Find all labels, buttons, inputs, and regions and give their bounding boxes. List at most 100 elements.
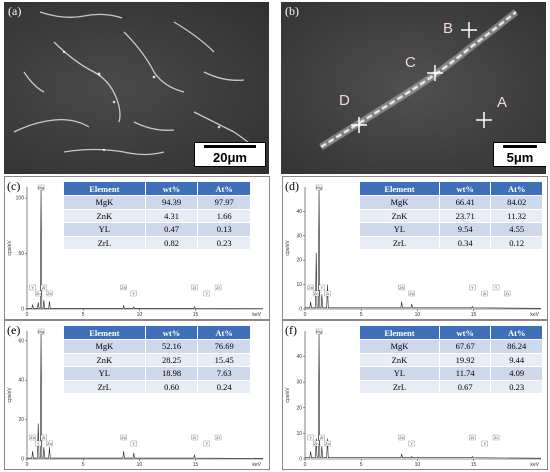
peak-label-box bbox=[29, 434, 36, 441]
y-tick-label: 50 bbox=[18, 251, 24, 257]
table-row: ZnK 4.31 1.66 bbox=[63, 208, 251, 223]
header-element: Element bbox=[63, 325, 146, 340]
peak-label-text: Zn bbox=[121, 435, 126, 440]
peak-label-box bbox=[324, 440, 331, 447]
peak-label: Zn bbox=[398, 284, 405, 291]
peak-label-text: Zn bbox=[399, 435, 404, 440]
table-row: MgK 66.41 84.02 bbox=[359, 195, 543, 210]
eds-spectrum-d: (d) 0 10 20 30 40 0 5 10 15 cps/eV keV Mg Zn Zn Y Zr Zn Z… bbox=[282, 176, 548, 320]
peak-label: Zn bbox=[324, 440, 331, 447]
peak-label: Zn bbox=[35, 290, 42, 297]
spectrum-line bbox=[305, 330, 542, 459]
x-tick-label: 15 bbox=[471, 462, 477, 468]
peak-label: Y bbox=[130, 440, 137, 447]
eds-table-f: Element wt% At% MgK 67.67 86.24 ZnK 19.92 9.44… bbox=[359, 325, 543, 394]
peak-label-box bbox=[46, 290, 53, 297]
peak-label-text: Y bbox=[205, 441, 208, 446]
table-row: MgK 94.39 97.97 bbox=[63, 195, 251, 210]
peak-label-box bbox=[324, 290, 331, 297]
peak-label-box bbox=[120, 434, 127, 441]
x-tick-label: 10 bbox=[137, 312, 143, 318]
point-label-b: B bbox=[443, 20, 454, 37]
eds-table-e: Element wt% At% MgK 52.16 76.69 ZnK 28.25 15.4… bbox=[63, 325, 251, 394]
table-row: YL 9.54 4.55 bbox=[359, 222, 543, 237]
peak-label-text: Mg bbox=[38, 329, 44, 334]
y-tick-label: 20 bbox=[296, 258, 302, 264]
peak-label-box bbox=[398, 284, 405, 291]
x-axis-label: keV bbox=[252, 462, 261, 468]
peak-label-text: Mg bbox=[38, 185, 44, 190]
table-row: YL 0.47 0.13 bbox=[63, 222, 251, 237]
peak-label: Mg bbox=[37, 184, 45, 191]
y-axis-label: cps/eV bbox=[7, 387, 13, 403]
spectrum-line bbox=[27, 330, 264, 459]
eds-spectrum-e: (e) 0 20 40 60 0 5 10 15 cps/eV keV Mg Zn Y Zr Zn Zn Y Zr… bbox=[4, 320, 270, 470]
scale-bar-label: 20μm bbox=[213, 150, 247, 165]
peak-label: Zn bbox=[46, 440, 53, 447]
peak-label-text: Y bbox=[321, 285, 324, 290]
peak-label-text: Y bbox=[471, 285, 474, 290]
spectrum-line bbox=[305, 186, 542, 309]
panel-label-d: (d) bbox=[285, 179, 299, 193]
table-row: YL 11.74 4.09 bbox=[359, 366, 543, 381]
x-axis-label: keV bbox=[530, 462, 539, 468]
y-axis-label: cps/eV bbox=[285, 240, 291, 256]
peak-label: Y bbox=[318, 284, 326, 291]
header-element: Element bbox=[359, 325, 440, 340]
peak-label-text: Zn bbox=[314, 291, 319, 296]
peak-label-text: Y bbox=[37, 441, 40, 446]
table-row: ZnK 28.25 15.45 bbox=[63, 352, 251, 367]
x-tick-label: 5 bbox=[360, 462, 363, 468]
precipitate-band-b bbox=[319, 9, 519, 150]
peak-label: Zn bbox=[313, 290, 320, 297]
peak-label: Zn bbox=[398, 434, 405, 441]
x-tick-label: 0 bbox=[304, 462, 307, 468]
peak-label-text: Y bbox=[132, 441, 135, 446]
peak-label-box bbox=[307, 284, 314, 291]
peak-label-box bbox=[35, 290, 42, 297]
peak-label: Zr bbox=[191, 434, 198, 441]
header-at: At% bbox=[197, 181, 251, 196]
peak-label-text: Zr bbox=[216, 285, 220, 290]
peak-label-box bbox=[46, 440, 53, 447]
peak-label: Zn bbox=[120, 284, 127, 291]
scale-bar-a: 20μm bbox=[194, 142, 266, 167]
y-tick-label: 0 bbox=[21, 457, 24, 463]
peak-label-text: Zn bbox=[399, 285, 404, 290]
peak-label-text: Mg bbox=[316, 185, 322, 190]
peak-label: Y bbox=[35, 440, 42, 447]
peak-label-box bbox=[408, 290, 415, 297]
table-row: ZnK 19.92 9.44 bbox=[359, 352, 543, 367]
peak-label: Zr bbox=[318, 434, 326, 441]
peak-label: Zn bbox=[408, 290, 415, 297]
peak-label-text: Zn bbox=[30, 435, 35, 440]
y-axis-label: cps/eV bbox=[285, 387, 291, 403]
point-label-d: D bbox=[339, 92, 350, 109]
peak-label-box bbox=[504, 290, 511, 297]
peak-label-box bbox=[481, 290, 488, 297]
panel-label-f: (f) bbox=[285, 323, 297, 337]
point-label-a: A bbox=[497, 94, 508, 111]
scale-bar-b: 5μm bbox=[493, 142, 546, 167]
peak-label-box bbox=[492, 284, 500, 291]
peak-label-box bbox=[398, 434, 405, 441]
y-tick-label: 10 bbox=[296, 282, 302, 288]
peak-label: Mg bbox=[37, 328, 45, 335]
peak-label-box bbox=[469, 434, 476, 441]
point-label-c: C bbox=[405, 54, 416, 71]
y-axis-label: cps/eV bbox=[7, 240, 13, 256]
peak-label: Zn bbox=[29, 434, 36, 441]
peak-label-text: Zn bbox=[409, 291, 414, 296]
header-at: At% bbox=[490, 181, 543, 196]
peak-label: Y bbox=[130, 290, 137, 297]
peak-label-text: Mg bbox=[316, 329, 322, 334]
peak-label-text: Y bbox=[31, 285, 34, 290]
x-tick-label: 5 bbox=[360, 312, 363, 318]
y-tick-label: 60 bbox=[18, 338, 24, 344]
peak-label-text: Zr bbox=[471, 435, 475, 440]
peak-label: Zr bbox=[481, 290, 488, 297]
header-at: At% bbox=[490, 325, 543, 340]
peak-label: Zr bbox=[191, 284, 198, 291]
